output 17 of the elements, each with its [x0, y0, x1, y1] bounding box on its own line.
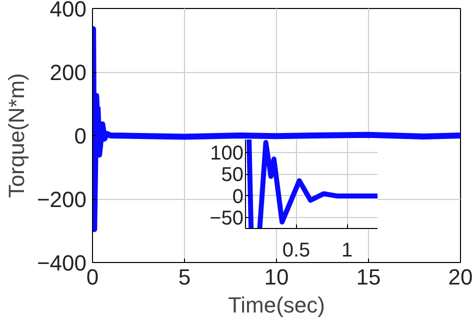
y-tick-label: 50: [221, 164, 244, 186]
y-axis-title: Torque(N*m): [4, 73, 29, 198]
x-tick-label: 10: [264, 264, 289, 290]
x-axis-title: Time(sec): [228, 292, 325, 318]
y-tick-label: 0: [74, 124, 87, 148]
y-tick-label: 400: [50, 0, 87, 22]
y-tick-label: 100: [210, 142, 244, 165]
x-tick-label: 15: [356, 264, 381, 290]
x-tick-label: 5: [178, 264, 191, 290]
x-tick-label: 20: [448, 264, 473, 290]
y-tick-label: 200: [50, 60, 87, 85]
x-tick-label: 0.5: [282, 240, 310, 262]
y-tick-label: −200: [36, 187, 87, 212]
y-tick-label: 0: [232, 186, 244, 208]
y-tick-label: −50: [210, 208, 244, 230]
x-tick-label: 1: [341, 240, 353, 262]
y-tick-label: −400: [36, 250, 87, 276]
